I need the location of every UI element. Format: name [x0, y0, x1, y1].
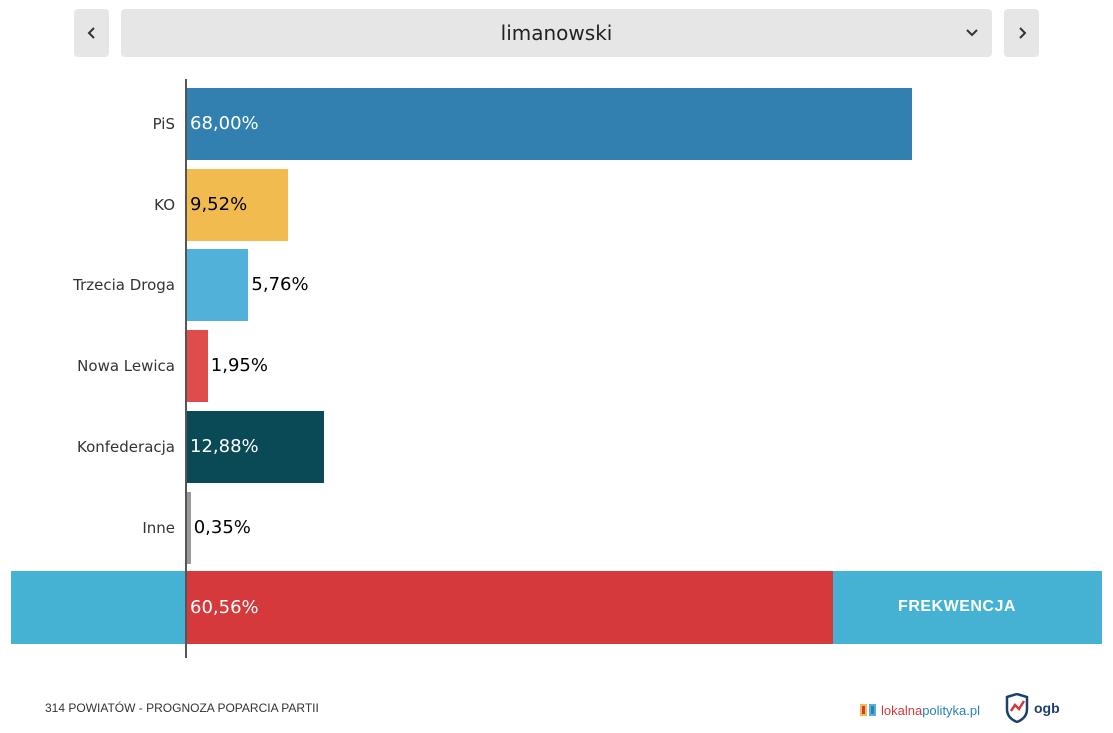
ogb-logo[interactable]: ogb	[1004, 693, 1060, 723]
brand-name-part1: lokalna	[881, 702, 923, 718]
category-label: Konfederacja	[77, 437, 175, 456]
category-label: Trzecia Droga	[73, 276, 175, 295]
data-label: 9,52%	[190, 193, 248, 215]
book-icon	[860, 704, 876, 716]
data-label: 5,76%	[251, 274, 309, 296]
category-label: Inne	[142, 518, 175, 537]
next-district-button[interactable]	[1004, 9, 1039, 57]
ogb-text: ogb	[1034, 700, 1060, 716]
turnout-label: FREKWENCJA	[898, 598, 1016, 615]
lokalnapolityka-logo[interactable]: lokalna polityka.pl	[859, 700, 980, 720]
chevron-down-icon	[966, 29, 978, 37]
bar	[187, 410, 325, 483]
data-label: 1,95%	[210, 355, 268, 377]
chevron-right-icon	[1018, 27, 1026, 39]
chart-axis-line	[185, 79, 187, 658]
brand-name-part2: polityka.pl	[922, 702, 981, 718]
data-label: 12,88%	[190, 435, 259, 457]
bar	[187, 330, 208, 403]
ogb-shield-icon	[1005, 693, 1029, 723]
turnout-value-label: 60,56%	[190, 597, 259, 618]
turnout-bar-fill	[187, 571, 833, 644]
district-select-value: limanowski	[500, 21, 613, 45]
footer-caption: 314 POWIATÓW - PROGNOZA POPARCIA PARTII	[45, 701, 319, 715]
bar	[187, 168, 289, 241]
district-select[interactable]: limanowski	[121, 9, 992, 57]
category-label: PiS	[152, 115, 175, 133]
bar	[187, 88, 912, 160]
data-label: 0,35%	[193, 516, 251, 538]
prev-district-button[interactable]	[74, 9, 109, 57]
data-label: 68,00%	[190, 113, 259, 134]
category-label: KO	[154, 195, 175, 214]
bar	[187, 491, 191, 564]
bar	[187, 249, 249, 322]
category-label: Nowa Lewica	[77, 357, 175, 376]
chevron-left-icon	[87, 27, 95, 39]
